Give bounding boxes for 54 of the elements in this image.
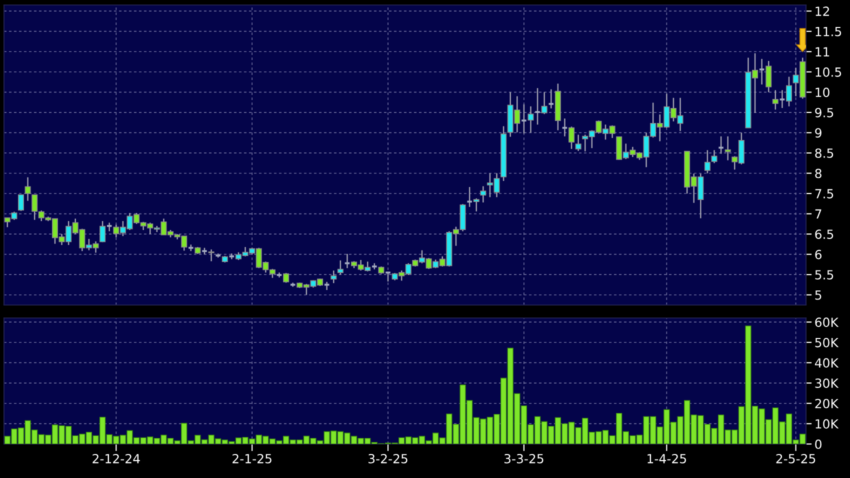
candlestick <box>520 104 528 134</box>
y-tick-label: 0 <box>815 439 822 449</box>
y-tick-label: 8.5 <box>815 148 834 158</box>
candlestick <box>337 260 344 276</box>
y-tick-label: 6.5 <box>815 230 834 239</box>
candlestick <box>758 58 766 86</box>
candlestick <box>466 186 473 208</box>
candlestick <box>786 76 792 107</box>
candlestick <box>772 90 778 110</box>
y-tick-label: 9 <box>815 128 822 138</box>
y-tick-label: 11.5 <box>816 26 842 36</box>
y-tick-label: 10K <box>816 419 839 429</box>
y-tick-label: 8 <box>815 168 822 178</box>
candlestick <box>24 176 31 202</box>
x-tick-label: 3-2-25 <box>368 454 408 464</box>
x-tick-label: 3-3-25 <box>504 454 544 464</box>
y-tick-label: 30K <box>815 378 839 388</box>
candlestick <box>711 150 718 164</box>
candlestick <box>208 248 214 262</box>
candlestick <box>718 136 724 154</box>
y-tick-label: 5 <box>815 290 822 300</box>
y-tick-label: 11 <box>816 47 830 56</box>
y-tick-label: 10.5 <box>816 67 842 77</box>
y-tick-label: 20K <box>815 398 839 408</box>
candlestick <box>473 198 480 212</box>
y-tick-label: 12 <box>816 6 829 16</box>
y-tick-label: 40K <box>814 358 839 368</box>
candlestick <box>480 186 486 204</box>
candlestick <box>704 150 710 174</box>
x-tick-label: 2-1-25 <box>232 454 272 464</box>
candlestick <box>534 87 541 126</box>
candlestick <box>561 118 568 137</box>
y-tick-label: 6 <box>815 250 822 260</box>
y-tick-label: 9.5 <box>815 108 834 118</box>
y-tick-label: 60K <box>815 318 839 327</box>
candlestick <box>766 60 772 93</box>
candlestick <box>100 220 106 243</box>
y-tick-label: 5.5 <box>815 270 834 280</box>
x-tick-label: 2-5-25 <box>776 454 816 464</box>
candlestick <box>18 194 24 212</box>
candlestick <box>330 270 337 284</box>
y-tick-label: 7.5 <box>815 189 834 198</box>
y-tick-label: 50K <box>815 338 839 348</box>
candlestick <box>724 136 731 161</box>
candlestick <box>528 106 534 134</box>
x-tick-label: 1-4-25 <box>648 454 686 464</box>
y-tick-label: 7 <box>815 209 822 219</box>
candlestick <box>548 88 554 110</box>
candlestick <box>568 126 575 150</box>
candlestick <box>778 90 786 109</box>
candlestick <box>541 92 548 115</box>
x-tick-label: 2-12-24 <box>92 454 140 464</box>
y-tick-label: 10 <box>816 88 830 98</box>
candlestick <box>575 134 582 152</box>
